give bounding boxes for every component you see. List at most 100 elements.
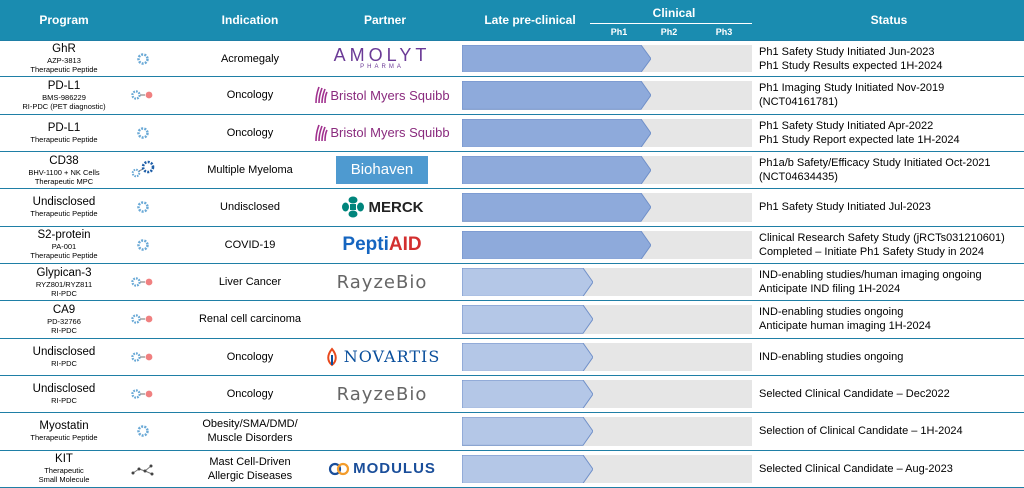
table-header: Program Indication Partner Late pre-clin… [0, 0, 1024, 40]
status-line: Ph1 Study Results expected 1H-2024 [759, 59, 943, 72]
program-name: CA9 [52, 303, 76, 316]
status-line: IND-enabling studies ongoing [759, 350, 904, 363]
program-subtitle: Therapeutic Small Molecule [39, 466, 90, 484]
program-subtitle-line: Small Molecule [38, 475, 90, 485]
partner-cell [322, 301, 442, 337]
indication-cell: Liver Cancer [218, 276, 282, 289]
clinical-header: Clinical [652, 6, 696, 20]
late-preclinical-header: Late pre-clinical [484, 13, 576, 27]
indication-header: Indication [221, 13, 279, 27]
indication-cell: COVID-19 [224, 238, 276, 251]
table-row: Glypican-3 RYZ801/RYZ811 RI-PDC Liver Cance… [0, 264, 1024, 302]
program-name: CD38 [49, 154, 79, 167]
status-line: Clinical Research Safety Study (jRCTs031… [759, 231, 1005, 244]
progress-track [462, 155, 752, 185]
program-name: PD-L1 [47, 121, 81, 134]
ph3-header: Ph3 [715, 27, 733, 37]
radioligand-icon [126, 301, 160, 337]
table-row: Undisclosed RI-PDC Oncology NOVARTIS IND-ena… [0, 339, 1024, 376]
peptiaid-logo: PeptiAID [342, 233, 422, 255]
indication-cell: Acromegaly [220, 52, 280, 65]
program-subtitle-line: RI-PDC [51, 358, 77, 368]
program-subtitle: PA-001 Therapeutic Peptide [30, 242, 97, 260]
program-subtitle-line: RYZ801/RYZ811 [35, 279, 93, 289]
peptide-icon [126, 227, 160, 263]
program-subtitle-line: BMS-986229 [42, 92, 86, 102]
progress-bar [462, 305, 593, 334]
program-subtitle-line: RI-PDC [51, 288, 77, 298]
progress-bar [462, 342, 593, 371]
program-subtitle-line: RI-PDC (PET diagnostic) [22, 101, 106, 111]
program-cell: S2-protein PA-001 Therapeutic Peptide [0, 227, 128, 263]
indication-cell: Multiple Myeloma [207, 164, 293, 177]
progress-bar [462, 193, 651, 222]
partner-header: Partner [363, 13, 407, 27]
partner-cell: NOVARTIS [322, 339, 442, 375]
status-cell: Clinical Research Safety Study (jRCTs031… [754, 227, 1024, 263]
partner-cell [322, 413, 442, 449]
status-cell: IND-enabling studies ongoing Anticipate h… [754, 301, 1024, 337]
table-row: GhR AZP-3813 Therapeutic Peptide Acromegaly… [0, 40, 1024, 78]
radioligand-icon [126, 77, 160, 113]
partner-cell: RayzeBio [322, 264, 442, 300]
clinical-divider [590, 23, 752, 24]
status-line: Selected Clinical Candidate – Aug-2023 [759, 462, 953, 475]
status-cell: Selected Clinical Candidate – Dec2022 [754, 376, 1024, 412]
progress-track [462, 454, 752, 483]
status-line: (NCT04161781) [759, 96, 838, 109]
program-name: Undisclosed [32, 383, 96, 396]
indication-cell: Obesity/SMA/DMD/ Muscle Disorders [202, 418, 298, 445]
partner-cell: Biohaven [322, 152, 442, 188]
table-row: Undisclosed Therapeutic Peptide Undisclose… [0, 189, 1024, 227]
program-subtitle-line: RI-PDC [51, 396, 77, 406]
status-line: Selected Clinical Candidate – Dec2022 [759, 388, 950, 401]
partner-cell: RayzeBio [322, 376, 442, 412]
status-cell: Ph1 Safety Study Initiated Jun-2023 Ph1 S… [754, 41, 1024, 76]
program-name: Glypican-3 [36, 266, 92, 279]
program-subtitle: Therapeutic Peptide [30, 433, 97, 442]
bms-logo: Bristol Myers Squibb [314, 86, 450, 104]
program-cell: PD-L1 Therapeutic Peptide [0, 115, 128, 151]
table-row: CA9 PD-32766 RI-PDC Renal cell carcinoma IND… [0, 301, 1024, 339]
program-subtitle: PD-32766 RI-PDC [47, 317, 81, 335]
table-row: PD-L1 Therapeutic Peptide Oncology Bristol … [0, 115, 1024, 152]
status-line: Ph1a/b Safety/Efficacy Study Initiated O… [759, 157, 991, 170]
program-cell: CD38 BHV-1100 + NK Cells Therapeutic MPC [0, 152, 128, 188]
status-line: Completed – Initiate Ph1 Safety Study in… [759, 245, 985, 258]
progress-bar [462, 267, 593, 297]
radioligand-icon [126, 376, 160, 412]
program-cell: Glypican-3 RYZ801/RYZ811 RI-PDC [0, 264, 128, 300]
program-subtitle: RYZ801/RYZ811 RI-PDC [36, 280, 92, 298]
program-header: Program [39, 13, 89, 27]
program-cell: Undisclosed RI-PDC [0, 376, 128, 412]
radioligand-icon [126, 264, 160, 300]
progress-track [462, 45, 752, 73]
program-subtitle-line: Therapeutic Peptide [30, 134, 98, 144]
indication-cell: Oncology [226, 350, 274, 363]
status-cell: Ph1 Safety Study Initiated Apr-2022 Ph1 S… [754, 115, 1024, 151]
program-name: KIT [55, 453, 73, 466]
progress-track [462, 267, 752, 297]
program-subtitle-line: Therapeutic Peptide [30, 65, 98, 75]
mpc-icon [126, 152, 160, 188]
progress-track [462, 342, 752, 371]
program-subtitle: AZP-3813 Therapeutic Peptide [30, 56, 97, 74]
progress-track [462, 305, 752, 334]
peptide-icon [126, 413, 160, 449]
program-cell: KIT Therapeutic Small Molecule [0, 451, 128, 487]
program-subtitle-line: Therapeutic Peptide [30, 433, 98, 443]
progress-bar [462, 379, 593, 409]
progress-track [462, 81, 752, 110]
status-line: Anticipate IND filing 1H-2024 [759, 283, 901, 296]
status-cell: IND-enabling studies ongoing [754, 339, 1024, 375]
program-name: S2-protein [37, 229, 91, 242]
partner-cell: Bristol Myers Squibb [315, 77, 450, 113]
rayzebio-logo: RayzeBio [336, 271, 428, 293]
program-subtitle-line: Therapeutic Peptide [30, 251, 98, 261]
program-subtitle-line: Therapeutic Peptide [30, 209, 98, 219]
table-row: Myostatin Therapeutic Peptide Obesity/SMA/… [0, 413, 1024, 451]
progress-track [462, 379, 752, 409]
status-line: IND-enabling studies/human imaging ongoi… [759, 269, 982, 282]
status-line: Ph1 Imaging Study Initiated Nov-2019 [759, 82, 945, 95]
amolyt-logo: AMOLYT PHARMA [333, 44, 431, 70]
